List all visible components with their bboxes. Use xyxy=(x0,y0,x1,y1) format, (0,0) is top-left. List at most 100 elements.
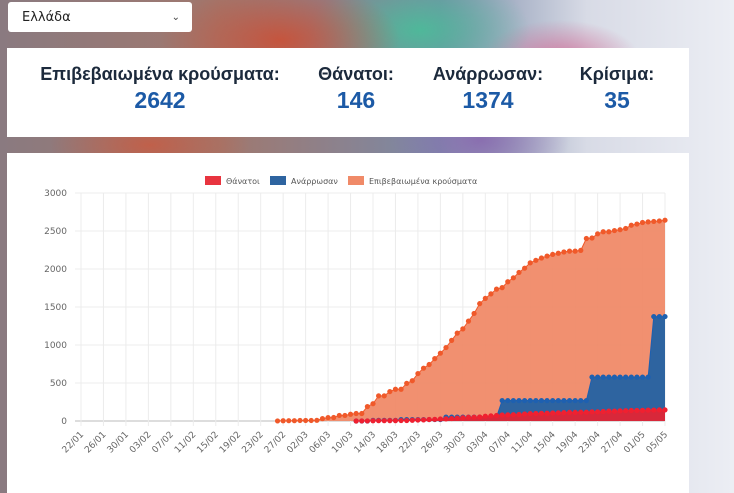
stat-value: 35 xyxy=(604,87,630,113)
confirmed-point xyxy=(280,418,286,424)
deaths-point xyxy=(376,418,382,424)
confirmed-point xyxy=(387,388,393,395)
deaths-point xyxy=(432,416,438,422)
deaths-point xyxy=(471,414,477,420)
confirmed-point xyxy=(606,229,612,235)
confirmed-point xyxy=(578,247,584,253)
country-select[interactable]: Ελλάδα ⌄ xyxy=(8,2,192,32)
recovered-point xyxy=(505,397,511,404)
x-tick-label: 03/04 xyxy=(465,430,491,456)
x-tick-label: 30/01 xyxy=(106,430,131,455)
stat-value: 146 xyxy=(336,87,376,113)
deaths-point xyxy=(381,418,387,424)
recovered-point xyxy=(634,374,640,380)
confirmed-point xyxy=(516,269,522,276)
confirmed-point xyxy=(420,365,427,371)
x-tick-label: 27/02 xyxy=(263,430,288,455)
confirmed-point xyxy=(449,337,455,343)
deaths-point xyxy=(651,407,657,413)
x-tick-label: 23/04 xyxy=(577,430,603,456)
stat-label: Κρίσιμα: xyxy=(579,64,655,84)
confirmed-point xyxy=(499,285,505,291)
deaths-point xyxy=(482,413,488,419)
deaths-point xyxy=(566,409,573,416)
recovered-point xyxy=(623,374,629,380)
x-tick-label: 02/03 xyxy=(285,430,310,455)
deaths-point xyxy=(420,417,427,423)
deaths-point xyxy=(595,409,601,415)
deaths-point xyxy=(510,412,516,418)
x-tick-label: 22/03 xyxy=(398,430,423,455)
confirmed-point xyxy=(465,318,472,324)
x-tick-label: 15/04 xyxy=(532,430,558,456)
confirmed-point xyxy=(555,250,561,256)
deaths-point xyxy=(656,407,662,413)
recovered-point xyxy=(533,397,539,404)
stat-critical: Κρίσιμα: 35 xyxy=(580,64,655,114)
confirmed-point xyxy=(617,227,623,233)
x-tick-label: 19/02 xyxy=(218,430,243,455)
confirmed-point xyxy=(443,344,449,351)
confirmed-point xyxy=(533,257,539,263)
confirmed-point xyxy=(522,265,528,271)
confirmed-point xyxy=(404,380,410,386)
legend-label: Ανάρρωσαν xyxy=(291,177,338,186)
confirmed-point xyxy=(319,416,326,422)
x-tick-label: 01/05 xyxy=(622,430,647,455)
confirmed-area xyxy=(277,220,665,421)
legend-label: Επιβεβαιωμένα κρούσματα xyxy=(369,176,477,186)
x-tick-label: 11/02 xyxy=(173,430,198,455)
deaths-point xyxy=(538,410,545,416)
deaths-point xyxy=(572,409,578,416)
confirmed-point xyxy=(432,356,438,362)
confirmed-point xyxy=(314,417,320,423)
deaths-point xyxy=(499,412,505,418)
stat-recovered: Ανάρρωσαν: 1374 xyxy=(433,64,543,114)
deaths-point xyxy=(639,407,646,413)
confirmed-point xyxy=(493,286,500,292)
deaths-point xyxy=(555,410,561,416)
deaths-point xyxy=(578,409,584,415)
legend-swatch-0 xyxy=(205,176,221,185)
stat-confirmed: Επιβεβαιωμένα κρούσματα: 2642 xyxy=(40,64,279,114)
confirmed-point xyxy=(583,235,589,242)
deaths-point xyxy=(488,413,494,419)
confirmed-point xyxy=(623,225,629,232)
confirmed-point xyxy=(274,418,281,424)
confirmed-point xyxy=(482,295,488,302)
stats-panel: Επιβεβαιωμένα κρούσματα: 2642 Θάνατοι: 1… xyxy=(7,48,689,137)
confirmed-point xyxy=(488,291,494,297)
deaths-point xyxy=(493,412,500,419)
confirmed-point xyxy=(600,229,606,235)
recovered-point xyxy=(639,374,646,380)
y-tick-label: 2500 xyxy=(44,227,67,237)
deaths-point xyxy=(645,407,651,413)
x-tick-label: 30/03 xyxy=(443,430,468,455)
deaths-point xyxy=(606,408,612,414)
deaths-point xyxy=(505,412,511,418)
stat-deaths: Θάνατοι: 146 xyxy=(318,64,394,114)
recovered-point xyxy=(606,374,612,380)
deaths-point xyxy=(617,408,623,414)
deaths-point xyxy=(561,410,567,416)
country-select-value: Ελλάδα xyxy=(22,9,71,25)
deaths-point xyxy=(415,417,421,423)
legend-label: Θάνατοι xyxy=(226,177,260,186)
stat-label: Θάνατοι: xyxy=(318,64,394,84)
recovered-point xyxy=(662,313,668,320)
confirmed-point xyxy=(572,248,578,254)
x-tick-label: 15/02 xyxy=(195,430,220,455)
x-tick-label: 07/04 xyxy=(487,430,513,456)
x-tick-label: 10/03 xyxy=(330,430,355,455)
confirmed-point xyxy=(566,248,573,254)
confirmed-point xyxy=(415,370,421,377)
confirmed-point xyxy=(336,412,342,419)
deaths-point xyxy=(398,417,404,424)
x-tick-label: 18/03 xyxy=(375,430,400,455)
confirmed-point xyxy=(364,403,370,410)
confirmed-point xyxy=(286,418,292,424)
confirmed-point xyxy=(477,301,483,307)
confirmed-point xyxy=(651,218,657,225)
deaths-point xyxy=(589,409,595,415)
confirmed-point xyxy=(303,417,309,424)
